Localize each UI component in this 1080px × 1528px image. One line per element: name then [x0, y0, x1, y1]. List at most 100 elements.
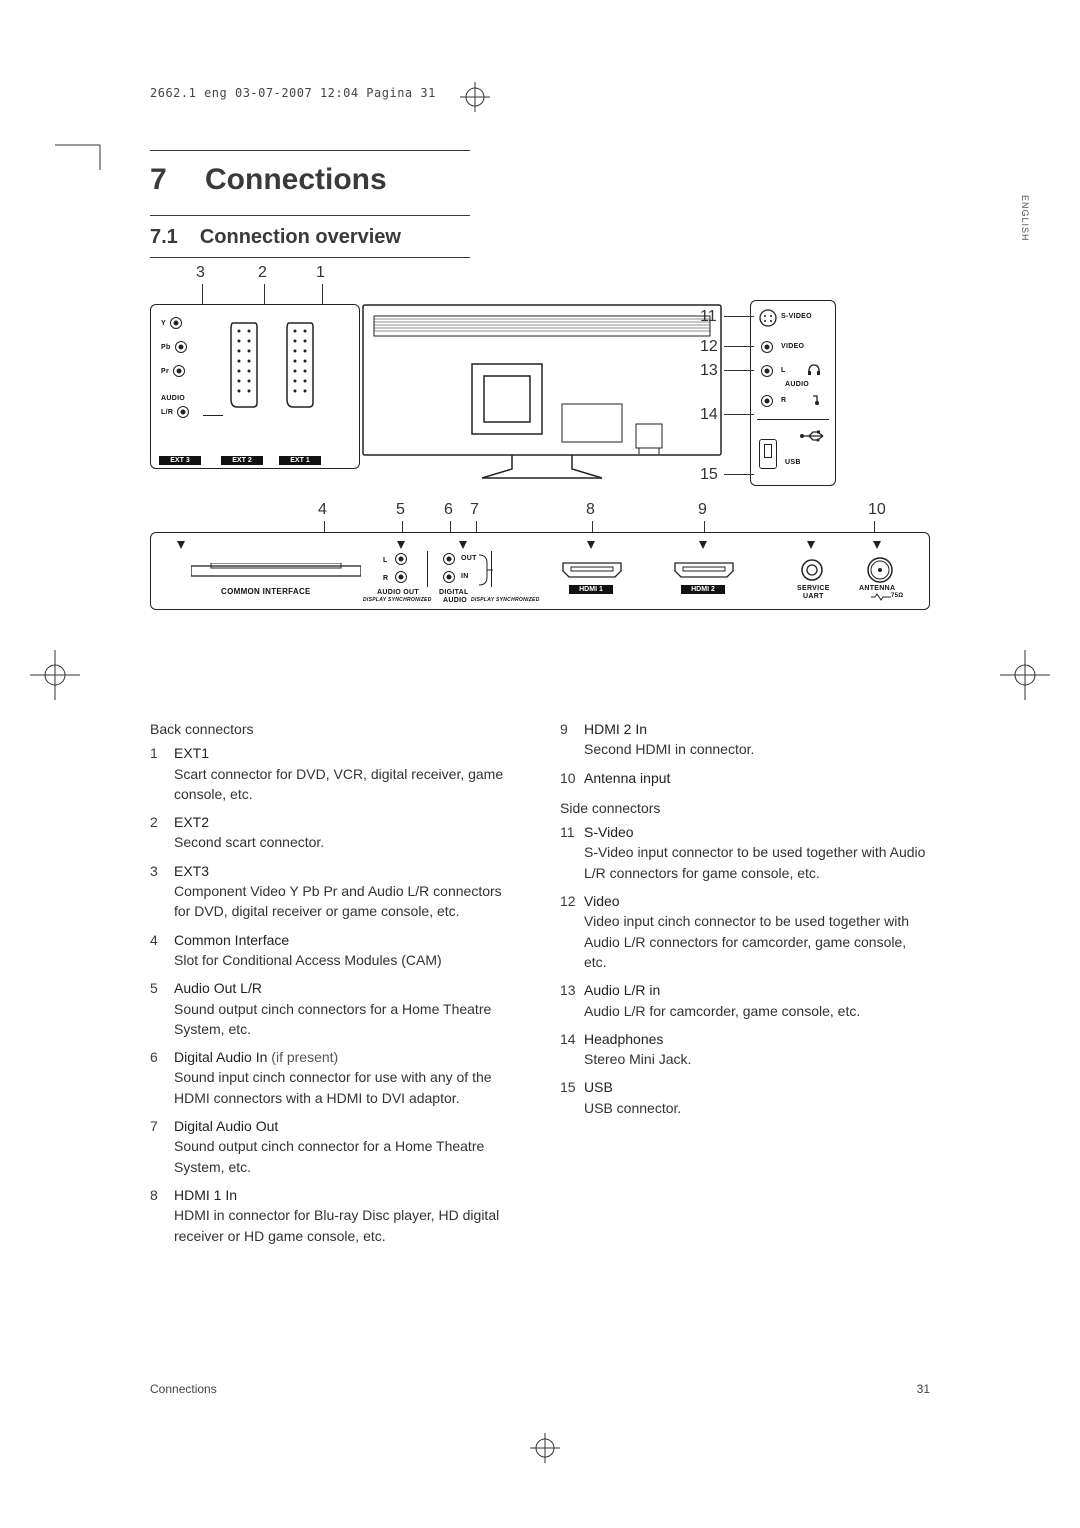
item-desc: Audio L/R for camcorder, game console, e… [584, 1001, 930, 1021]
connector-item: 12VideoVideo input cinch connector to be… [560, 891, 930, 972]
item-number: 12 [560, 891, 584, 972]
ci-slot-icon [191, 563, 361, 579]
usb-port-icon [759, 439, 777, 469]
jack-pb-icon [175, 341, 187, 353]
scart-ext2-icon [229, 321, 259, 409]
callout-number: 3 [196, 264, 205, 282]
label-audio-side: AUDIO [785, 381, 809, 388]
item-desc: Second scart connector. [174, 832, 520, 852]
hdmi1-port-icon [561, 561, 623, 584]
back-connectors-heading: Back connectors [150, 719, 520, 739]
label-aout-l: L [383, 557, 388, 564]
item-number: 9 [560, 719, 584, 760]
label-aout-r: R [383, 575, 388, 582]
connector-item: 2EXT2 Second scart connector. [150, 812, 520, 853]
connector-item: 7Digital Audio Out Sound output cinch con… [150, 1116, 520, 1177]
connector-item: 13Audio L/R inAudio L/R for camcorder, g… [560, 980, 930, 1021]
connections-diagram: 321 Y Pb Pr AUDIO L/R [150, 276, 930, 691]
svideo-icon [759, 309, 777, 332]
callout-number: 13 [700, 362, 718, 380]
label-r: R [781, 397, 786, 404]
side-panel: S-VIDEO VIDEO L AUDIO R USB [750, 300, 836, 486]
connector-item: 15USBUSB connector. [560, 1077, 930, 1118]
connector-item: 10Antenna input [560, 768, 930, 788]
item-number: 5 [150, 978, 174, 1039]
item-desc: Scart connector for DVD, VCR, digital re… [174, 764, 520, 805]
item-number: 8 [150, 1185, 174, 1246]
item-title: HDMI 2 In [584, 721, 647, 737]
callout-number: 1 [316, 264, 325, 282]
item-desc: Sound output cinch connector for a Home … [174, 1136, 520, 1177]
item-body: Antenna input [584, 768, 930, 788]
item-number: 7 [150, 1116, 174, 1177]
callout-number: 15 [700, 466, 718, 484]
item-body: Digital Audio In (if present)Sound input… [174, 1047, 520, 1108]
connector-item: 11S-VideoS-Video input connector to be u… [560, 822, 930, 883]
callout-number: 6 [444, 501, 453, 519]
item-qualifier: (if present) [267, 1049, 338, 1065]
item-body: USBUSB connector. [584, 1077, 930, 1118]
connector-descriptions: Back connectors 1EXT1Scart connector for… [150, 719, 930, 1254]
label-lr: L/R [161, 409, 173, 416]
chapter-heading: 7 Connections [150, 163, 930, 197]
rule-above-chapter [150, 150, 470, 151]
item-title: EXT2 [174, 814, 209, 830]
antenna-port-icon [867, 557, 893, 588]
connector-item: 5Audio Out L/RSound output cinch connect… [150, 978, 520, 1039]
callout-number: 10 [868, 501, 886, 519]
callout-number: 2 [258, 264, 267, 282]
item-number: 1 [150, 743, 174, 804]
item-number: 11 [560, 822, 584, 883]
callout-number: 4 [318, 501, 327, 519]
item-title: Digital Audio Out [174, 1118, 278, 1134]
scart-ext1-icon [285, 321, 315, 409]
callout-number: 8 [586, 501, 595, 519]
da-in-jack-icon [443, 571, 455, 583]
item-desc: Component Video Y Pb Pr and Audio L/R co… [174, 881, 520, 922]
side-connectors-heading: Side connectors [560, 798, 930, 818]
item-body: EXT2 Second scart connector. [174, 812, 520, 853]
item-title: Video [584, 893, 620, 909]
hdmi2-port-icon [673, 561, 735, 584]
tag-ext2: EXT 2 [221, 456, 263, 465]
service-port-icon [801, 559, 823, 586]
item-title: Digital Audio In [174, 1049, 267, 1065]
item-number: 2 [150, 812, 174, 853]
chapter-title: Connections [205, 163, 387, 197]
label-pr: Pr [161, 368, 169, 375]
side-divider [757, 419, 829, 420]
item-title: USB [584, 1079, 613, 1095]
label-svideo: S-VIDEO [781, 313, 812, 320]
language-tab: ENGLISH [1020, 195, 1030, 242]
bracket-icon [479, 553, 493, 587]
tag-ext1: EXT 1 [279, 456, 321, 465]
headphone-plug-icon [807, 393, 821, 412]
item-body: VideoVideo input cinch connector to be u… [584, 891, 930, 972]
item-title: HDMI 1 In [174, 1187, 237, 1203]
chapter-number: 7 [150, 163, 175, 197]
leader-line [724, 346, 754, 347]
headphone-icon [807, 363, 821, 382]
item-body: EXT3Component Video Y Pb Pr and Audio L/… [174, 861, 520, 922]
item-title: Audio Out L/R [174, 980, 262, 996]
callout-number: 9 [698, 501, 707, 519]
tag-hdmi1: HDMI 1 [569, 585, 613, 594]
item-desc: Slot for Conditional Access Modules (CAM… [174, 950, 520, 970]
connector-item: 1EXT1Scart connector for DVD, VCR, digit… [150, 743, 520, 804]
item-title: S-Video [584, 824, 634, 840]
aout-r-jack-icon [395, 571, 407, 583]
label-service: SERVICE [797, 585, 830, 592]
leader-line [724, 414, 754, 415]
item-number: 14 [560, 1029, 584, 1070]
item-number: 3 [150, 861, 174, 922]
connector-item: 9HDMI 2 InSecond HDMI in connector. [560, 719, 930, 760]
label-y: Y [161, 320, 166, 327]
item-number: 10 [560, 768, 584, 788]
tag-ext3: EXT 3 [159, 456, 201, 465]
rule-below-section [150, 257, 470, 258]
label-ci: COMMON INTERFACE [221, 587, 311, 596]
label-antenna-ohm: 75Ω [891, 593, 903, 599]
callout-number: 11 [700, 308, 717, 326]
crop-mark-right [1000, 650, 1050, 700]
connector-item: 8HDMI 1 InHDMI in connector for Blu-ray … [150, 1185, 520, 1246]
